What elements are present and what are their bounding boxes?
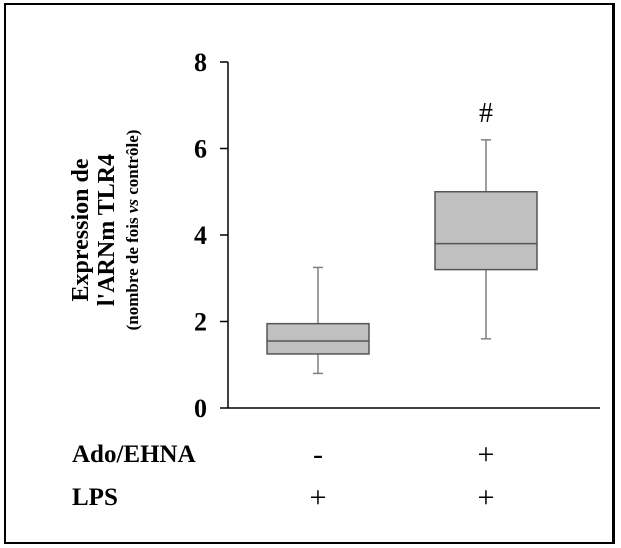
condition-value: - xyxy=(313,438,323,471)
condition-label: LPS xyxy=(72,484,118,511)
condition-value: + xyxy=(478,481,495,514)
box-group-1 xyxy=(266,266,370,375)
y-axis-label-line2: l'ARNm TLR4 xyxy=(94,154,120,306)
box-iqr xyxy=(434,191,538,271)
y-tick-label: 6 xyxy=(194,135,207,164)
y-tick-label: 4 xyxy=(194,221,207,250)
y-axis-label: Expression de l'ARNm TLR4 (nombre de foi… xyxy=(68,130,142,331)
figure-frame xyxy=(4,3,615,544)
condition-label: Ado/EHNA xyxy=(72,441,196,468)
y-tick-label: 8 xyxy=(194,48,207,77)
box-group-2: # xyxy=(434,98,538,340)
y-tick-label: 0 xyxy=(194,394,207,423)
condition-value: + xyxy=(478,438,495,471)
significance-marker: # xyxy=(479,98,493,129)
y-axis-label-line3: (nombre de fois vs contrôle) xyxy=(123,130,142,331)
condition-value: + xyxy=(310,481,327,514)
box-iqr xyxy=(266,322,370,355)
y-tick-label: 2 xyxy=(194,308,207,337)
y-axis-label-line1: Expression de xyxy=(68,158,94,301)
